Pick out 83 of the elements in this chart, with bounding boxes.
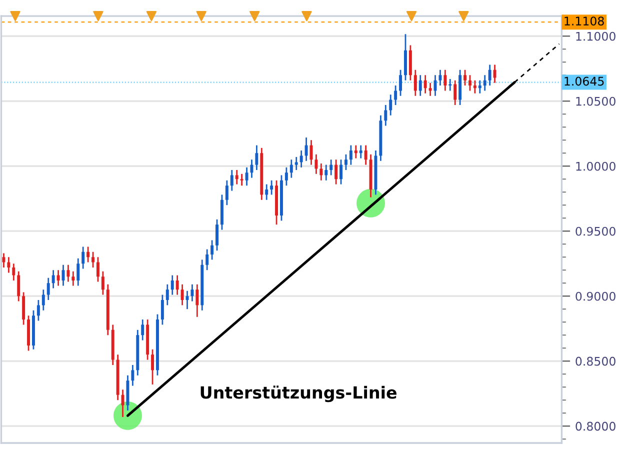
y-tick-label: 0.8500 [576, 356, 616, 366]
candlestick [52, 269, 55, 289]
candlestick [488, 64, 492, 86]
candlestick [17, 270, 20, 302]
candlestick [464, 69, 466, 86]
candlestick [141, 318, 144, 341]
candlestick [418, 74, 422, 97]
candlestick [324, 164, 328, 182]
candlestick [454, 80, 457, 106]
candlestick [468, 74, 472, 92]
candlestick [265, 184, 268, 201]
candlestick [240, 173, 244, 186]
y-tick-label: 1.1000 [576, 32, 616, 41]
candlestick [86, 246, 90, 263]
candlestick [206, 248, 209, 271]
candlestick [76, 258, 80, 286]
candlestick [394, 84, 398, 106]
candlestick [473, 80, 476, 94]
candlestick [344, 154, 348, 171]
candlestick [428, 82, 432, 97]
candlestick [284, 166, 288, 186]
candlestick [230, 169, 234, 192]
candlestick [334, 158, 338, 185]
candlestick [166, 284, 169, 306]
y-tick-label: 0.9500 [576, 226, 616, 236]
candlestick [270, 180, 274, 196]
candlestick [196, 284, 199, 318]
candlestick [22, 292, 26, 326]
candlestick [36, 299, 40, 322]
ref-line-label: 1.1108 [564, 16, 604, 26]
candlestick [72, 270, 75, 286]
y-tick-label: 1.0000 [576, 162, 616, 171]
candlestick [170, 274, 174, 296]
candlestick [180, 284, 184, 306]
ref-line-label: 1.0645 [564, 76, 604, 86]
candlestick [7, 256, 10, 274]
candlestick [160, 294, 164, 326]
candlestick [255, 144, 258, 171]
candlestick [190, 284, 194, 302]
annotation: Unterstützungs-Linie [200, 386, 397, 402]
candlestick [414, 69, 417, 97]
candlestick [399, 69, 402, 97]
candlestick [225, 180, 228, 206]
candlestick [424, 74, 427, 94]
candlestick [354, 144, 358, 159]
candlestick [290, 158, 293, 178]
candlestick [2, 252, 6, 268]
candlestick [210, 240, 214, 260]
candlestick [320, 162, 323, 182]
candlestick [330, 158, 333, 176]
candlestick [42, 288, 45, 312]
candlestick [304, 136, 308, 162]
candlestick [66, 264, 70, 282]
candlestick [46, 277, 50, 301]
candlestick [56, 269, 60, 286]
candlestick [444, 69, 447, 92]
candlestick [478, 80, 482, 94]
candlestick [359, 144, 362, 159]
candlestick [349, 144, 352, 166]
candlestick [448, 78, 452, 92]
y-tick-label: 0.8000 [576, 422, 616, 431]
y-tick-label: 0.9000 [576, 292, 616, 301]
candlestick [151, 348, 154, 386]
candlestick [131, 364, 134, 386]
candlestick [92, 251, 94, 268]
candlestick [340, 158, 342, 185]
candlestick [384, 104, 388, 127]
candlestick [364, 144, 368, 166]
candlestick [438, 69, 442, 86]
candlestick [314, 154, 318, 175]
candlestick [176, 274, 179, 296]
candlestick [96, 256, 100, 282]
candlestick [235, 169, 238, 185]
y-tick-label: 1.0500 [576, 96, 616, 106]
candlestick [294, 156, 298, 171]
candlestick [389, 94, 392, 116]
candlestick [101, 270, 104, 296]
candlestick [250, 158, 254, 178]
candlestick [216, 218, 218, 252]
candlestick [483, 74, 486, 92]
candlestick [82, 246, 85, 270]
candlestick [300, 150, 303, 168]
candlestick [12, 262, 16, 282]
